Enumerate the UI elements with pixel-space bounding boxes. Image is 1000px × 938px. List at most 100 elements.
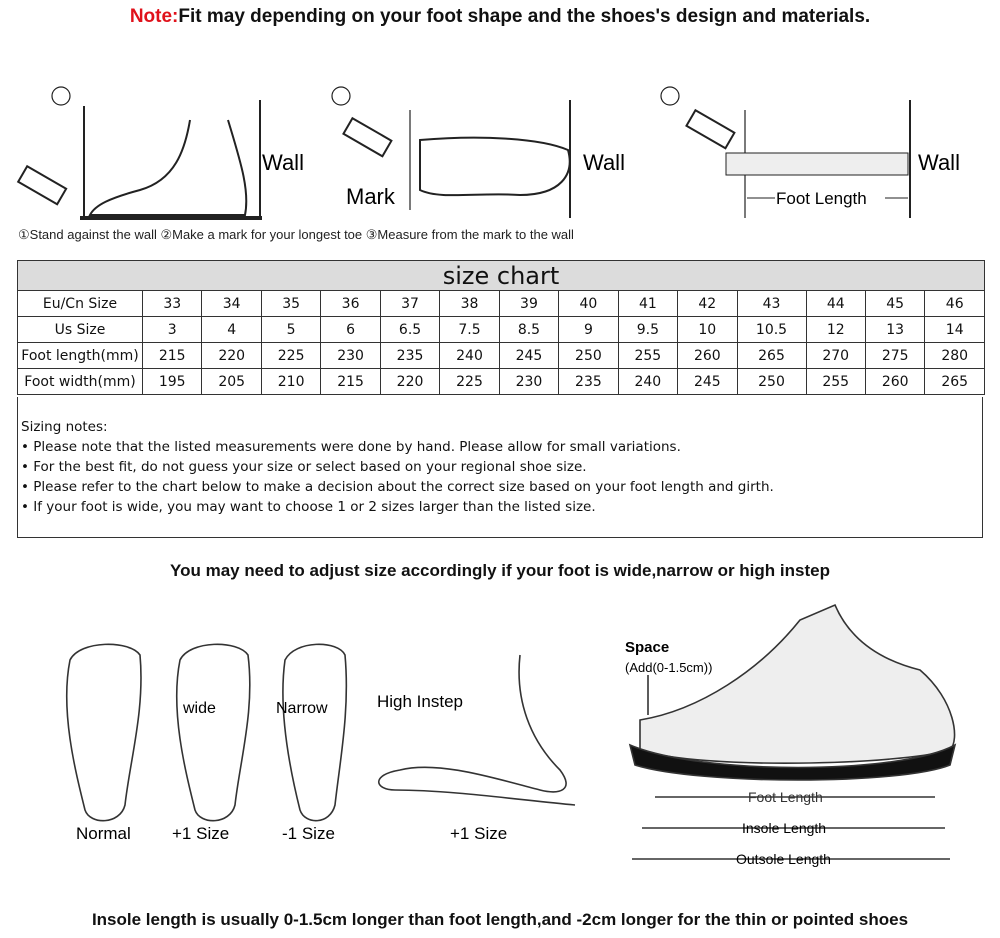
size-cell: 275 xyxy=(864,342,926,369)
sizing-note: • Please refer to the chart below to mak… xyxy=(21,479,774,495)
foot-narrow xyxy=(282,643,348,822)
size-cell: 260 xyxy=(677,342,738,369)
sizing-notes: Sizing notes: • Please note that the lis… xyxy=(17,397,983,538)
note-text: Fit may depending on your foot shape and… xyxy=(178,6,871,27)
size-cell: 265 xyxy=(924,368,985,395)
size-cell: 14 xyxy=(924,316,985,343)
size-row: Foot length(mm) 215 220 225 230 235 240 245 250 2… xyxy=(17,342,985,369)
size-cell: 35 xyxy=(260,290,322,317)
size-cell: 39 xyxy=(498,290,560,317)
size-cell: 240 xyxy=(617,368,679,395)
sizing-note: • If your foot is wide, you may want to … xyxy=(21,499,596,515)
size-cell: 9.5 xyxy=(617,316,679,343)
size-cell: 6.5 xyxy=(379,316,441,343)
size-cell: 225 xyxy=(439,368,500,395)
size-cell: 230 xyxy=(498,368,560,395)
size-cell: 255 xyxy=(617,342,679,369)
size-row: Eu/Cn Size 33 34 35 36 37 38 39 40 41 42 43 44 45 46 xyxy=(17,290,985,317)
size-cell: 265 xyxy=(736,342,807,369)
measure-steps-illustration: Wall Wall Mark Wall Foot Length xyxy=(16,86,960,220)
fit-note: Note:Fit may depending on your foot shap… xyxy=(0,6,1000,28)
size-cell: 44 xyxy=(805,290,866,317)
size-cell: 43 xyxy=(736,290,807,317)
space-label: Space xyxy=(625,639,669,656)
space-sub-label: (Add(0-1.5cm)) xyxy=(625,660,712,675)
size-cell: 255 xyxy=(805,368,866,395)
step-2 xyxy=(331,86,571,218)
size-cell: 220 xyxy=(379,368,441,395)
foot-high-instep xyxy=(378,654,576,806)
size-cell: 42 xyxy=(677,290,738,317)
size-cell: 10 xyxy=(677,316,738,343)
wide-label: wide xyxy=(182,700,216,717)
sizing-note: • Please note that the listed measuremen… xyxy=(21,439,681,455)
size-cell: 250 xyxy=(736,368,807,395)
foot-normal xyxy=(65,643,142,822)
size-cell: 215 xyxy=(141,342,203,369)
outsole-length-label: Outsole Length xyxy=(736,851,831,867)
size-cell: 37 xyxy=(379,290,441,317)
wide-caption: +1 Size xyxy=(172,824,229,843)
size-cell: 220 xyxy=(201,342,262,369)
size-cell: 8.5 xyxy=(498,316,560,343)
size-cell: 38 xyxy=(439,290,500,317)
insole-length-label: Insole Length xyxy=(742,820,826,836)
high-instep-label: High Instep xyxy=(377,692,463,711)
step-3 xyxy=(660,86,911,218)
size-cell: 235 xyxy=(558,368,619,395)
size-cell: 41 xyxy=(617,290,679,317)
sizing-notes-heading: Sizing notes: xyxy=(21,419,108,435)
size-cell: 45 xyxy=(864,290,926,317)
size-cell: 280 xyxy=(924,342,985,369)
step2-mark-label: Mark xyxy=(346,184,396,209)
size-cell: 9 xyxy=(558,316,619,343)
size-cell: 205 xyxy=(201,368,262,395)
high-instep-caption: +1 Size xyxy=(450,824,507,843)
size-cell: 250 xyxy=(558,342,619,369)
size-cell: 13 xyxy=(864,316,926,343)
step3-wall-label: Wall xyxy=(918,150,960,175)
size-cell: 36 xyxy=(320,290,381,317)
size-cell: 195 xyxy=(141,368,203,395)
size-cell: 235 xyxy=(379,342,441,369)
size-cell: 40 xyxy=(558,290,619,317)
step-1 xyxy=(16,86,262,220)
size-cell: 6 xyxy=(320,316,381,343)
size-cell: 270 xyxy=(805,342,866,369)
steps-caption: ①Stand against the wall ②Make a mark for… xyxy=(18,227,574,242)
size-row: Foot width(mm) 195 205 210 215 220 225 230 235 24… xyxy=(17,368,985,395)
size-cell: 10.5 xyxy=(736,316,807,343)
normal-caption: Normal xyxy=(76,824,131,843)
size-cell: 7.5 xyxy=(439,316,500,343)
size-chart-title: size chart xyxy=(17,260,985,291)
size-cell: 34 xyxy=(201,290,262,317)
size-cell: 245 xyxy=(677,368,738,395)
row-label: Eu/Cn Size xyxy=(17,290,143,317)
size-row: Us Size 3 4 5 6 6.5 7.5 8.5 9 9.5 10 10.5 12 13 14 xyxy=(17,316,985,343)
foot-wide xyxy=(175,643,251,822)
row-label: Foot width(mm) xyxy=(17,368,143,395)
sizing-note: • For the best fit, do not guess your si… xyxy=(21,459,587,475)
size-chart-table: size chart Eu/Cn Size 33 34 35 36 37 38 39 40 41 4… xyxy=(17,260,985,395)
size-cell: 245 xyxy=(498,342,560,369)
size-cell: 33 xyxy=(141,290,203,317)
size-cell: 225 xyxy=(260,342,322,369)
narrow-label: Narrow xyxy=(276,700,328,717)
foot-shapes-illustration: wide Narrow High Instep Normal +1 Size -… xyxy=(65,603,957,867)
size-cell: 210 xyxy=(260,368,322,395)
foot-length-label: Foot Length xyxy=(748,789,823,805)
row-label: Us Size xyxy=(17,316,143,343)
step1-wall-label: Wall xyxy=(262,150,304,175)
shoe-diagram xyxy=(639,603,956,764)
size-cell: 260 xyxy=(864,368,926,395)
size-cell: 230 xyxy=(320,342,381,369)
adjust-heading: You may need to adjust size accordingly … xyxy=(170,561,830,580)
size-cell: 240 xyxy=(439,342,500,369)
narrow-caption: -1 Size xyxy=(282,824,335,843)
size-cell: 5 xyxy=(260,316,322,343)
footer-note: Insole length is usually 0-1.5cm longer … xyxy=(91,910,909,929)
size-cell: 46 xyxy=(924,290,985,317)
size-cell: 215 xyxy=(320,368,381,395)
size-cell: 3 xyxy=(141,316,203,343)
step3-foot-length-label: Foot Length xyxy=(776,189,867,208)
